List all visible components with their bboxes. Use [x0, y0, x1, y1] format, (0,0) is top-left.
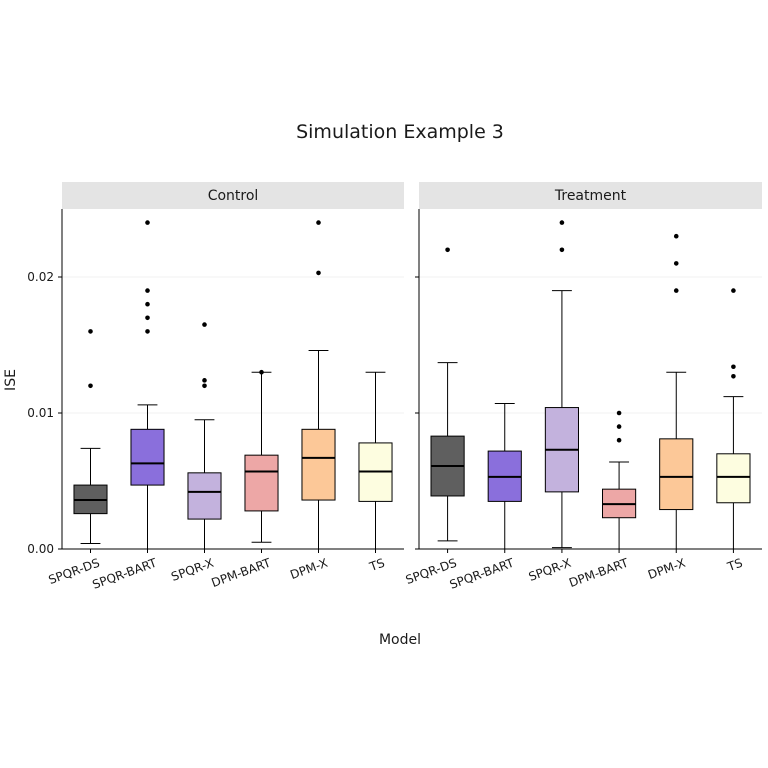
outlier-point: [202, 322, 207, 327]
facet-strip: [62, 182, 404, 209]
outlier-point: [88, 383, 93, 389]
box-spqr-bart: SPQR-BART: [90, 220, 165, 592]
box-spqr-x: SPQR-X: [527, 220, 579, 584]
outlier-point: [673, 261, 679, 266]
outlier-point: [559, 247, 565, 253]
box-spqr-x: SPQR-X: [169, 322, 222, 584]
outlier-point: [731, 288, 736, 293]
outlier-point: [616, 410, 622, 416]
x-tick-label: SPQR-BART: [90, 555, 159, 591]
x-tick-label: TS: [367, 556, 387, 575]
x-tick-label: TS: [725, 556, 745, 575]
outlier-point: [145, 301, 150, 307]
outlier-point: [202, 383, 207, 389]
outlier-point: [145, 329, 150, 334]
outlier-point: [145, 288, 150, 293]
outlier-point: [616, 424, 622, 429]
y-tick-label: 0.02: [27, 270, 54, 284]
outlier-point: [731, 364, 736, 370]
box-ts: TS: [716, 288, 751, 575]
outlier-point: [316, 270, 321, 276]
box-spqr-ds: SPQR-DS: [47, 329, 108, 587]
box-dpm-x: DPM-X: [646, 233, 694, 582]
facet-strip-label: Control: [208, 188, 259, 204]
outlier-point: [731, 373, 736, 379]
box-spqr-ds: SPQR-DS: [404, 247, 465, 587]
box-iqr: [130, 428, 165, 486]
outlier-point: [316, 220, 321, 225]
box-iqr: [659, 438, 694, 511]
facet-strip-label: Treatment: [554, 188, 627, 204]
chart-title: Simulation Example 3: [296, 121, 504, 143]
box-iqr: [301, 428, 336, 501]
x-tick-label: DPM-BART: [567, 555, 631, 590]
outlier-point: [673, 288, 679, 293]
y-tick-label: 0.01: [27, 406, 54, 420]
box-dpm-x: DPM-X: [288, 220, 336, 582]
x-tick-label: DPM-X: [646, 556, 687, 582]
x-tick-label: SPQR-X: [169, 556, 215, 584]
box-iqr: [244, 454, 279, 512]
y-axis-label: ISE: [3, 369, 19, 391]
outlier-point: [88, 329, 93, 334]
outlier-point: [445, 247, 450, 253]
x-tick-label: DPM-BART: [210, 555, 274, 590]
outlier-point: [559, 220, 565, 225]
x-tick-label: SPQR-X: [527, 556, 573, 584]
outlier-point: [202, 378, 207, 383]
x-axis-label: Model: [379, 632, 421, 648]
outlier-point: [145, 315, 150, 321]
y-tick-label: 0.00: [27, 542, 54, 556]
box-spqr-bart: SPQR-BART: [448, 402, 522, 592]
outlier-point: [616, 437, 622, 443]
box-ts: TS: [358, 371, 393, 575]
box-iqr: [187, 472, 222, 520]
outlier-point: [259, 369, 264, 375]
outlier-point: [673, 233, 679, 239]
outlier-point: [145, 220, 150, 225]
box-iqr: [716, 453, 751, 504]
facet-strip: [419, 182, 762, 209]
x-tick-label: SPQR-BART: [448, 555, 517, 591]
x-tick-label: DPM-X: [288, 556, 329, 582]
